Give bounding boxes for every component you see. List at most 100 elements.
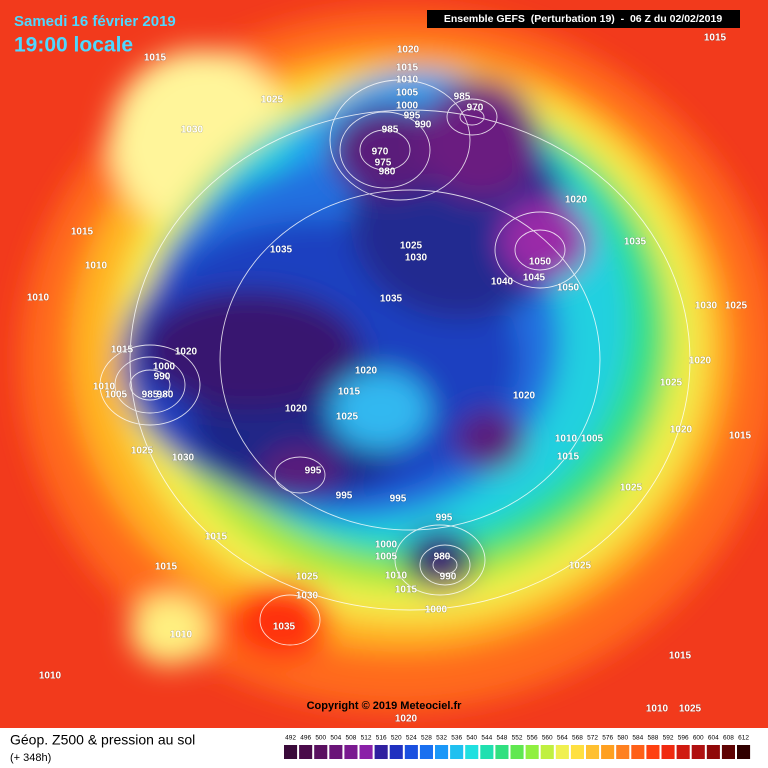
- scale-swatch: [540, 745, 554, 759]
- pressure-label: 1000: [396, 101, 419, 112]
- pressure-label: 1015: [71, 227, 94, 238]
- pressure-label: 1045: [523, 273, 546, 284]
- scale-swatch: [314, 745, 328, 759]
- pressure-label: 1005: [375, 552, 398, 563]
- pressure-label: 1025: [336, 412, 359, 423]
- pressure-label: 1010: [646, 704, 669, 715]
- scale-label: 556: [527, 735, 538, 742]
- time: 19:00 locale: [14, 34, 133, 57]
- pressure-label: 1025: [660, 378, 683, 389]
- scale-swatch: [404, 745, 418, 759]
- pressure-label: 1010: [93, 382, 116, 393]
- pressure-label: 1035: [273, 622, 296, 633]
- scale-label: 612: [738, 735, 749, 742]
- pressure-label: 1020: [565, 195, 588, 206]
- pressure-label: 1035: [380, 294, 403, 305]
- scale-swatch: [389, 745, 403, 759]
- pressure-label: 990: [415, 120, 432, 131]
- pressure-label: 1025: [679, 704, 702, 715]
- pressure-label: 990: [154, 372, 171, 383]
- pressure-label: 1010: [555, 434, 578, 445]
- pressure-label: 980: [434, 552, 451, 563]
- scale-swatch: [691, 745, 705, 759]
- pressure-label: 1020: [175, 347, 198, 358]
- pressure-label: 980: [157, 390, 174, 401]
- pressure-label: 995: [404, 111, 421, 122]
- scale-label: 516: [376, 735, 387, 742]
- scale-swatch: [374, 745, 388, 759]
- pressure-label: 1015: [395, 585, 418, 596]
- pressure-label: 1035: [270, 245, 293, 256]
- scale-swatch: [450, 745, 464, 759]
- scale-swatch: [419, 745, 433, 759]
- scale-label: 540: [466, 735, 477, 742]
- scale-swatch: [586, 745, 600, 759]
- scale-label: 560: [542, 735, 553, 742]
- scale-label: 504: [330, 735, 341, 742]
- scale-swatch: [661, 745, 675, 759]
- scale-swatch: [480, 745, 494, 759]
- lead-time: (+ 348h): [10, 752, 51, 764]
- pressure-label: 1040: [491, 277, 514, 288]
- scale-swatch: [601, 745, 615, 759]
- scale-swatch: [721, 745, 735, 759]
- scale-label: 572: [587, 735, 598, 742]
- pressure-label: 1015: [111, 345, 134, 356]
- pressure-label: 1015: [729, 431, 752, 442]
- pressure-label: 1020: [395, 714, 418, 725]
- scale-label: 512: [361, 735, 372, 742]
- scale-label: 600: [693, 735, 704, 742]
- scale-label: 568: [572, 735, 583, 742]
- pressure-label: 1000: [375, 540, 398, 551]
- pressure-label: 980: [379, 167, 396, 178]
- pressure-label: 1015: [557, 452, 580, 463]
- scale-swatch: [284, 745, 298, 759]
- footer-title: Géop. Z500 & pression au sol: [10, 732, 195, 748]
- scale-swatch: [737, 745, 751, 759]
- pressure-label: 995: [305, 466, 322, 477]
- pressure-label: 1010: [385, 571, 408, 582]
- scale-swatch: [359, 745, 373, 759]
- pressure-label: 1020: [670, 425, 693, 436]
- pressure-label: 1030: [296, 591, 319, 602]
- scale-label: 584: [632, 735, 643, 742]
- scale-label: 520: [391, 735, 402, 742]
- pressure-label: 1005: [581, 434, 604, 445]
- scale-swatch: [706, 745, 720, 759]
- pressure-label: 1050: [529, 257, 552, 268]
- scale-swatch: [465, 745, 479, 759]
- scale-label: 592: [663, 735, 674, 742]
- pressure-label: 970: [372, 147, 389, 158]
- pressure-label: 1025: [620, 483, 643, 494]
- scale-swatch: [525, 745, 539, 759]
- scale-swatch: [495, 745, 509, 759]
- pressure-label: 990: [440, 572, 457, 583]
- scale-label: 536: [451, 735, 462, 742]
- pressure-label: 1010: [85, 261, 108, 272]
- scale-swatch: [510, 745, 524, 759]
- pressure-label: 970: [467, 103, 484, 114]
- pressure-label: 1020: [285, 404, 308, 415]
- pressure-label: 1015: [396, 63, 419, 74]
- pressure-labels: 1015102010151025103010151010100510009959…: [26, 32, 752, 725]
- scale-label: 576: [602, 735, 613, 742]
- pressure-label: 975: [375, 158, 392, 169]
- pressure-label: 1015: [205, 532, 228, 543]
- scale-label: 496: [300, 735, 311, 742]
- scale-swatch: [329, 745, 343, 759]
- pressure-label: 1010: [396, 75, 419, 86]
- pressure-label: 1020: [397, 45, 420, 56]
- scale-swatch: [646, 745, 660, 759]
- pressure-label: 1015: [144, 53, 167, 64]
- scale-label: 548: [497, 735, 508, 742]
- scale-swatch: [435, 745, 449, 759]
- pressure-label: 1025: [400, 241, 423, 252]
- scale-label: 500: [315, 735, 326, 742]
- pressure-label: 1025: [131, 446, 154, 457]
- pressure-label: 1030: [405, 253, 428, 264]
- scale-swatch: [344, 745, 358, 759]
- scale-swatch: [676, 745, 690, 759]
- copyright: Copyright © 2019 Meteociel.fr: [307, 700, 463, 712]
- scale-label: 528: [421, 735, 432, 742]
